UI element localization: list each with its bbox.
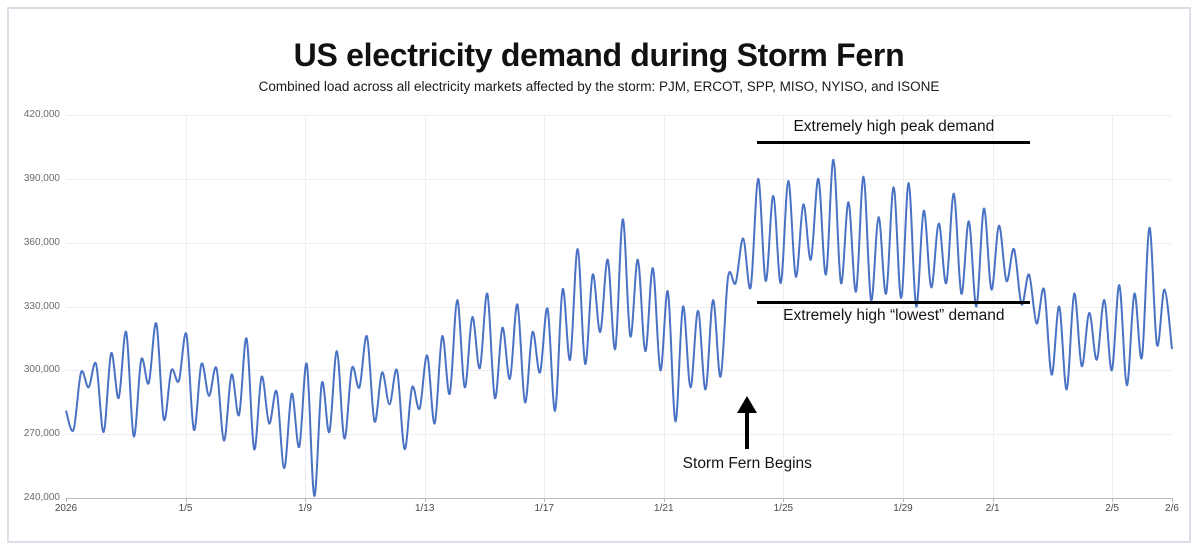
x-gridline: [305, 115, 307, 498]
x-axis-tick-mark: [1172, 498, 1173, 502]
x-gridline: [903, 115, 905, 498]
y-gridline: [66, 434, 1172, 436]
x-axis-tick-mark: [1112, 498, 1114, 502]
x-axis-tick-mark: [783, 498, 785, 502]
x-axis-line: [66, 498, 1172, 499]
page-title: US electricity demand during Storm Fern: [293, 37, 905, 73]
y-axis-tick-label: 330,000: [23, 300, 60, 312]
x-axis-tick-mark: [305, 498, 307, 502]
x-axis-tick-mark: [903, 498, 905, 502]
x-gridline: [663, 115, 665, 498]
x-gridline: [424, 115, 426, 498]
x-axis-tick-label: 2/1: [985, 503, 1000, 514]
x-gridline: [544, 115, 546, 498]
y-axis-tick-label: 270,000: [23, 428, 60, 440]
demand-line-series: [66, 115, 1172, 498]
x-axis-tick-label: 1/5: [178, 503, 193, 514]
x-axis-tick-label: 1/21: [654, 503, 674, 514]
x-axis-tick-mark: [544, 498, 546, 502]
x-axis-tick-label: 1/17: [534, 503, 554, 514]
x-axis-tick-mark: [424, 498, 426, 502]
x-axis-tick-label: 1/29: [893, 503, 913, 514]
x-gridline: [783, 115, 785, 498]
demand-line: [66, 160, 1172, 496]
x-axis-tick-mark: [992, 498, 994, 502]
x-gridline: [1112, 115, 1114, 498]
chart-card: US electricity demand during Storm Fern …: [7, 7, 1191, 543]
plot-area: 240,000 270,000 300,000 330,000 360,000 390,0…: [24, 109, 1172, 503]
x-axis-tick-mark: [66, 498, 67, 502]
x-axis-tick-mark: [663, 498, 665, 502]
y-axis-tick-label: 300,000: [23, 364, 60, 376]
annotation-peak-demand-bar: [757, 140, 1031, 144]
y-gridline: [66, 306, 1172, 308]
annotation-lowest-demand-label: Extremely high “lowest” demand: [783, 307, 1005, 325]
x-axis-tick-label: 2026: [54, 503, 78, 514]
x-axis-tick-label: 2/6: [1165, 503, 1179, 514]
x-gridline: [992, 115, 994, 498]
chart-subtitle: Combined load across all electricity mar…: [258, 79, 940, 94]
storm-begins-arrow-icon: [737, 395, 758, 450]
x-axis-tick-label: 2/5: [1105, 503, 1120, 514]
x-axis-tick-label: 1/9: [298, 503, 313, 514]
x-axis-tick-label: 1/25: [773, 503, 794, 514]
y-axis-tick-label: 360,000: [23, 236, 60, 248]
y-gridline: [66, 370, 1172, 372]
y-gridline: [66, 178, 1172, 180]
annotation-peak-demand-label: Extremely high peak demand: [793, 117, 995, 135]
y-axis-tick-label: 240,000: [23, 492, 60, 503]
x-axis-tick-label: 1/13: [414, 503, 435, 514]
storm-begins-label: Storm Fern Begins: [682, 455, 812, 473]
y-gridline: [66, 115, 1172, 116]
annotation-lowest-demand-bar: [757, 301, 1031, 305]
y-axis-tick-label: 420,000: [23, 109, 60, 120]
y-gridline: [66, 242, 1172, 244]
y-axis-tick-label: 390,000: [23, 172, 60, 184]
x-axis-tick-mark: [185, 498, 187, 502]
x-gridline: [185, 115, 187, 498]
